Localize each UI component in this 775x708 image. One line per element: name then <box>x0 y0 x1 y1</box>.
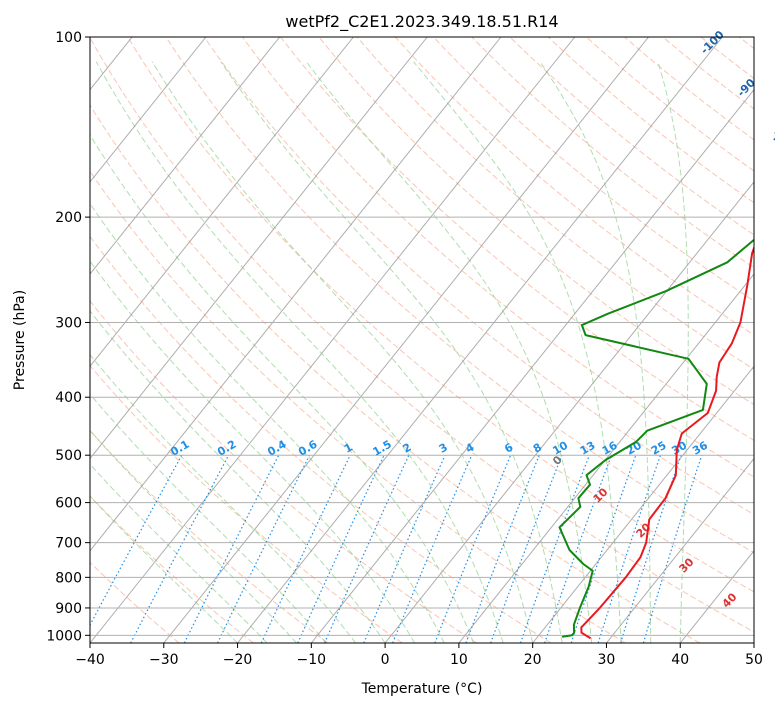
chart-title: wetPf2_C2E1.2023.349.18.51.R14 <box>285 12 558 32</box>
moist-adiabat <box>90 463 268 643</box>
isotherm-line <box>163 37 649 643</box>
y-tick-label: 900 <box>55 601 82 617</box>
x-axis: −40 −30 −20 −10 0 10 20 30 40 50 <box>75 643 763 668</box>
isotherm-line <box>90 37 281 275</box>
mixing-ratio-line <box>519 454 590 643</box>
isotherm-label: -80 <box>769 121 775 144</box>
y-tick-label: 500 <box>55 448 82 464</box>
mixing-ratio-line <box>642 455 703 643</box>
isotherm-line <box>90 37 576 643</box>
x-tick-label: −10 <box>297 652 327 668</box>
pressure-gridlines <box>90 37 754 636</box>
plot-area <box>90 37 754 643</box>
moist-adiabat <box>90 393 327 643</box>
moist-adiabat <box>151 61 534 643</box>
isotherm-line <box>90 37 207 183</box>
moist-adiabat <box>657 61 689 643</box>
x-tick-label: 0 <box>381 652 390 668</box>
isotherm-line <box>90 37 428 460</box>
mixing-ratio-line <box>434 454 512 643</box>
dry-adiabat <box>90 300 477 643</box>
x-tick-label: −30 <box>149 652 179 668</box>
isotherm-line <box>310 88 754 643</box>
dry-adiabat <box>90 104 701 643</box>
x-tick-label: 20 <box>524 652 542 668</box>
dry-adiabat <box>586 37 754 172</box>
y-axis-label: Pressure (hPa) <box>12 290 28 390</box>
dry-adiabat <box>165 37 754 554</box>
dry-adiabat <box>90 495 254 643</box>
plot-frame <box>89 36 755 644</box>
dry-adiabat <box>280 37 754 442</box>
mixing-ratio-line <box>392 454 473 643</box>
moist-adiabat <box>306 61 593 643</box>
x-tick-label: 50 <box>745 652 763 668</box>
y-axis: 1000 900 800 700 600 500 400 300 200 100 <box>46 30 90 644</box>
isotherm-line <box>90 37 502 552</box>
mixing-ratio-line <box>90 454 183 627</box>
y-tick-label: 100 <box>55 30 82 46</box>
dry-adiabat <box>203 37 754 516</box>
background-lines <box>90 37 754 643</box>
y-tick-label: 600 <box>55 496 82 512</box>
dry-adiabat <box>241 37 754 478</box>
moist-adiabat <box>90 133 475 643</box>
x-tick-label: 30 <box>598 652 616 668</box>
x-tick-label: 10 <box>450 652 468 668</box>
mixing-ratio-line <box>465 454 540 643</box>
dry-adiabat <box>624 37 754 141</box>
x-tick-label: −40 <box>75 652 105 668</box>
x-tick-label: 40 <box>671 652 689 668</box>
isotherm-line <box>90 37 354 368</box>
moist-adiabat <box>90 495 238 643</box>
isotherm-line <box>384 181 754 643</box>
mixing-ratio-line <box>544 454 613 643</box>
y-tick-label: 700 <box>55 536 82 552</box>
moist-adiabat <box>413 61 622 643</box>
moist-adiabat <box>90 429 297 643</box>
mixing-ratio-line <box>597 455 662 643</box>
mixing-ratio-line <box>297 454 385 643</box>
isotherm-line <box>237 37 723 643</box>
line-labels: -100-90-80-70-60-50-40-30-20-10010203040… <box>168 28 775 611</box>
mixing-ratio-line <box>324 454 410 643</box>
moist-adiabat <box>90 310 386 643</box>
dry-adiabat <box>547 37 754 204</box>
sounding-profiles <box>558 237 754 639</box>
y-tick-label: 800 <box>55 570 82 586</box>
dry-adiabat <box>90 37 754 633</box>
temperature-profile-line <box>580 245 754 639</box>
isotherm-line <box>532 365 754 643</box>
dewpoint-profile-line <box>558 237 754 638</box>
dry-adiabat <box>90 364 403 643</box>
dry-adiabat <box>90 170 626 643</box>
dry-adiabat <box>318 37 754 406</box>
moist-adiabat <box>90 202 445 643</box>
isotherm-line <box>606 457 754 643</box>
mixing-ratio-line <box>570 454 637 643</box>
y-tick-label: 300 <box>55 315 82 331</box>
dry-adiabat <box>127 37 754 593</box>
moist-adiabat <box>539 61 652 643</box>
isotherm-line <box>458 273 754 643</box>
y-tick-label: 200 <box>55 210 82 226</box>
x-axis-label: Temperature (°C) <box>361 681 483 697</box>
moist-adiabat <box>95 61 504 643</box>
mixing-ratio-line <box>363 454 446 643</box>
moist-adiabat <box>90 260 416 643</box>
x-tick-label: −20 <box>223 652 253 668</box>
mixing-ratio-line <box>260 454 351 643</box>
dry-adiabat <box>356 37 754 370</box>
mixing-ratio-line <box>490 454 563 643</box>
y-tick-label: 1000 <box>46 628 82 644</box>
y-tick-label: 400 <box>55 390 82 406</box>
